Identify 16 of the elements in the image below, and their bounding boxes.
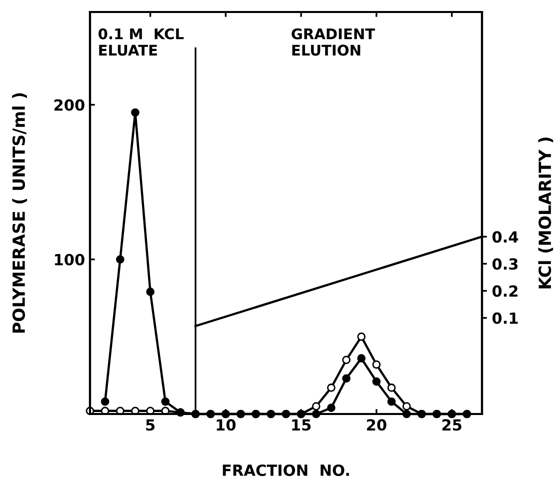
y2-tick-label: 0.4 [492,231,518,243]
y-tick-label: 200 [54,99,84,111]
x-tick-label: 15 [292,419,311,431]
x-axis-title: FRACTION NO. [222,464,349,476]
y2-tick-label: 0.3 [492,258,518,270]
annotation: GRADIENT ELUTION [292,28,376,56]
y2-tick-label: 0.2 [492,285,518,297]
annotation: 0.1 M KCL ELUATE [98,28,184,56]
y-axis-title: POLYMERASE ( UNITS/ml ) [12,93,27,333]
y2-tick-label: 0.1 [492,312,518,324]
x-tick-label: 5 [146,419,155,431]
x-tick-label: 10 [216,419,236,431]
y-tick-label: 100 [54,254,84,266]
y2-axis-title: KCl (MOLARITY ) [538,138,554,288]
x-tick-label: 25 [442,419,462,431]
x-tick-label: 20 [367,419,386,431]
